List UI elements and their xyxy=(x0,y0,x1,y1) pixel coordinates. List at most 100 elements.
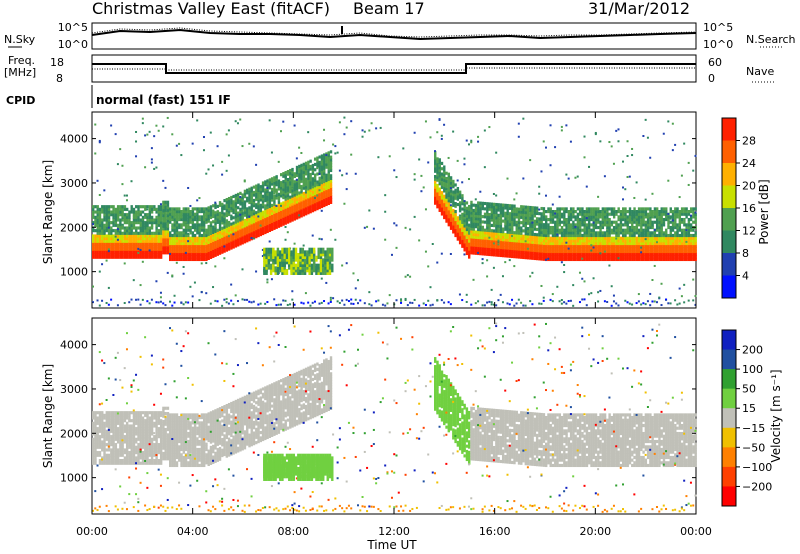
power-cell xyxy=(289,187,292,191)
power-cell xyxy=(282,120,285,123)
power-cell xyxy=(520,237,523,241)
power-cell xyxy=(202,215,206,219)
power-cell xyxy=(440,175,444,179)
power-cell xyxy=(517,207,521,211)
power-cell xyxy=(449,205,453,209)
power-cell xyxy=(393,169,396,172)
power-cell xyxy=(304,193,308,197)
power-cell xyxy=(492,239,496,244)
power-cell xyxy=(576,252,580,256)
power-cell xyxy=(157,207,161,211)
power-cell xyxy=(205,231,208,235)
power-cell xyxy=(212,228,215,232)
power-cell xyxy=(101,207,104,211)
power-cell xyxy=(101,205,104,209)
power-cell xyxy=(92,223,94,226)
power-cell xyxy=(660,249,663,254)
power-cell xyxy=(631,225,634,230)
power-cell xyxy=(202,149,205,152)
power-cell xyxy=(465,235,469,240)
power-cell xyxy=(511,230,514,235)
power-cell xyxy=(567,241,571,246)
power-cell xyxy=(694,239,697,243)
power-cell xyxy=(526,205,530,209)
power-cell xyxy=(319,260,323,267)
power-cell xyxy=(107,242,111,246)
power-cell xyxy=(293,303,296,306)
power-cell xyxy=(554,257,557,262)
power-cell xyxy=(105,229,108,233)
power-cell xyxy=(486,236,489,240)
power-cell xyxy=(477,233,480,237)
power-cell xyxy=(264,193,267,197)
power-cell xyxy=(218,233,222,237)
power-cell xyxy=(467,228,471,233)
power-cell xyxy=(259,198,263,202)
power-cell xyxy=(298,196,301,200)
power-cell xyxy=(329,158,333,162)
power-cell xyxy=(198,223,201,227)
power-cell xyxy=(214,237,217,241)
power-cell xyxy=(282,206,285,210)
power-cell xyxy=(542,228,546,232)
power-cell xyxy=(345,126,348,129)
power-cell xyxy=(103,245,106,249)
power-cell xyxy=(375,300,378,303)
power-cell xyxy=(232,210,235,215)
power-cell xyxy=(438,200,441,204)
power-cell xyxy=(268,210,272,214)
power-cell xyxy=(107,303,110,306)
power-cell xyxy=(268,207,272,211)
power-cell xyxy=(175,207,179,211)
power-cell xyxy=(207,227,210,231)
power-cell xyxy=(694,295,697,298)
power-cell xyxy=(594,207,598,211)
power-cell xyxy=(477,201,480,205)
power-cell xyxy=(472,230,475,234)
power-cell xyxy=(436,157,439,161)
power-cell xyxy=(264,225,267,229)
power-cell xyxy=(483,239,487,243)
power-cell xyxy=(556,228,559,232)
power-cell xyxy=(306,258,309,265)
power-cell xyxy=(266,197,269,202)
power-cell xyxy=(266,184,269,188)
power-cell xyxy=(329,174,333,178)
power-cell xyxy=(492,232,496,236)
power-cell xyxy=(692,247,695,251)
power-cell xyxy=(257,303,260,306)
power-cell xyxy=(209,253,213,257)
power-cell xyxy=(173,244,176,248)
power-cell xyxy=(590,217,593,222)
power-cell xyxy=(524,216,528,220)
power-cell xyxy=(606,249,609,254)
power-cell xyxy=(189,241,192,246)
power-cell xyxy=(107,210,111,214)
power-cell xyxy=(309,186,312,190)
power-cell xyxy=(116,245,120,249)
power-cell xyxy=(488,300,491,303)
power-cell xyxy=(225,205,229,210)
power-cell xyxy=(563,223,566,227)
power-cell xyxy=(499,208,503,212)
power-cell xyxy=(610,241,614,246)
power-cell xyxy=(420,174,423,177)
power-cell xyxy=(592,207,595,211)
power-cell xyxy=(216,236,219,240)
power-cell xyxy=(300,195,303,199)
power-cell xyxy=(583,233,586,238)
power-cell xyxy=(674,217,677,222)
power-cell xyxy=(270,209,274,213)
power-cell xyxy=(594,247,598,251)
power-cell xyxy=(200,255,204,259)
power-cell xyxy=(556,210,559,214)
power-cell xyxy=(434,159,437,163)
power-cell xyxy=(130,205,133,209)
power-cell xyxy=(506,177,509,180)
power-cell xyxy=(166,251,170,255)
power-cell xyxy=(144,239,147,243)
power-cell xyxy=(470,238,473,242)
power-cell xyxy=(617,236,620,240)
power-cell xyxy=(257,218,260,222)
power-cell xyxy=(98,255,102,259)
